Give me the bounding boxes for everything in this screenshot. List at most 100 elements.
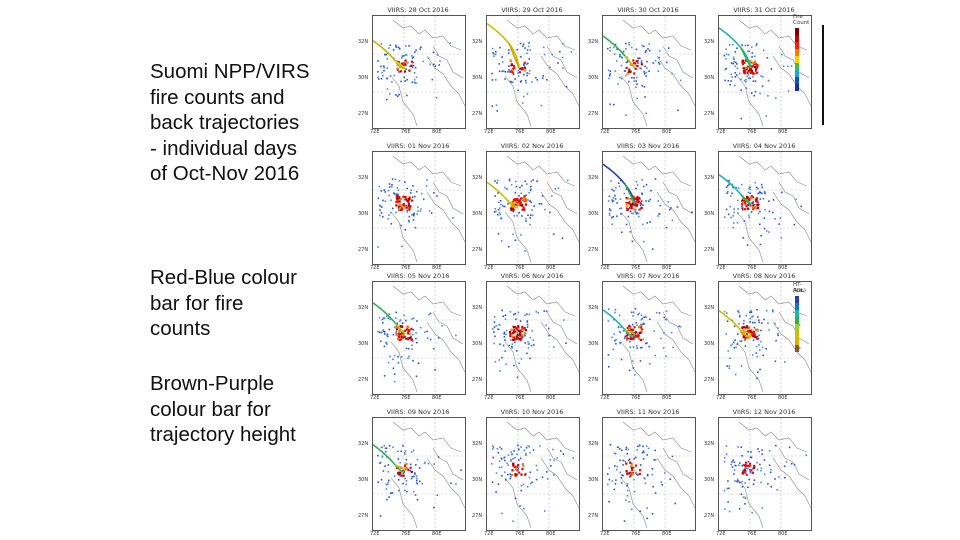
fire-point — [654, 459, 657, 461]
fire-point — [541, 195, 544, 197]
fire-point — [626, 483, 629, 485]
fire-point — [498, 211, 501, 214]
fire-point — [516, 331, 519, 334]
fire-hotspot — [396, 200, 399, 204]
fire-point — [667, 201, 669, 203]
panel-title: VIIRS: 02 Nov 2016 — [500, 142, 564, 150]
fire-point — [732, 215, 734, 217]
fire-point — [378, 331, 381, 334]
fire-point — [388, 444, 391, 447]
fire-point — [441, 325, 443, 327]
fire-point — [607, 47, 609, 50]
fire-point — [634, 374, 636, 376]
fire-point — [786, 65, 789, 67]
fire-point — [524, 79, 527, 82]
fire-point — [510, 451, 512, 453]
fire-point — [643, 71, 645, 73]
fire-point — [392, 367, 395, 370]
fire-point — [649, 221, 651, 223]
fire-point — [733, 58, 735, 60]
x-tick-label: 80E — [778, 129, 788, 135]
fire-point — [381, 331, 383, 333]
fire-point — [635, 209, 637, 211]
fire-point — [536, 79, 539, 81]
border-outline — [546, 181, 578, 215]
fire-point — [529, 223, 531, 226]
fire-point — [742, 469, 745, 472]
fire-hotspot — [752, 204, 755, 207]
fire-point — [775, 444, 777, 447]
fire-point — [415, 337, 417, 340]
fire-point — [527, 45, 530, 48]
fire-point — [670, 207, 672, 209]
fire-point — [511, 343, 514, 345]
fire-point — [491, 463, 493, 465]
fire-point — [507, 203, 509, 205]
caption-line: Red-Blue colour — [150, 266, 297, 289]
fire-point — [741, 44, 743, 46]
fire-point — [628, 44, 631, 46]
fire-point — [620, 77, 623, 80]
fire-point — [524, 47, 526, 49]
fire-point — [761, 192, 763, 195]
fire-point — [755, 345, 758, 348]
fire-point — [413, 475, 415, 478]
fire-point — [401, 57, 403, 59]
fire-hotspot — [523, 195, 526, 198]
map-svg — [487, 16, 579, 128]
fire-point — [749, 186, 751, 189]
fire-point — [416, 213, 418, 215]
fire-point — [377, 330, 379, 333]
fire-point — [538, 203, 541, 205]
fire-point — [432, 51, 435, 54]
fire-point — [493, 55, 495, 57]
x-tick-label: 76E — [401, 129, 411, 135]
fire-point — [572, 457, 575, 459]
caption-line: bar for fire — [150, 291, 244, 315]
fire-point — [613, 452, 616, 454]
fire-hotspot — [756, 338, 759, 341]
fire-hotspot — [629, 335, 632, 338]
fire-point — [541, 77, 544, 79]
fire-point — [405, 45, 407, 47]
fire-point — [614, 70, 617, 72]
fire-point — [738, 464, 740, 466]
map-svg — [719, 16, 811, 128]
fire-point — [382, 199, 384, 202]
fire-hotspot — [509, 330, 512, 334]
fire-hotspot — [743, 338, 746, 342]
fire-point — [762, 198, 765, 200]
fire-point — [411, 196, 414, 198]
fire-hotspot — [634, 203, 637, 206]
y-tick-label: 30N — [588, 211, 599, 217]
fire-point — [518, 459, 520, 461]
fire-point — [420, 46, 422, 48]
fire-hotspot — [396, 198, 399, 201]
fire-point — [628, 68, 630, 70]
fire-point — [648, 43, 650, 45]
fire-hotspot — [636, 198, 639, 201]
x-tick-label: 76E — [401, 531, 411, 537]
fire-point — [625, 188, 628, 190]
fire-hotspot — [514, 473, 517, 476]
fire-point — [765, 115, 768, 117]
fire-point — [641, 85, 643, 87]
fire-point — [530, 180, 532, 183]
fire-point — [647, 48, 649, 50]
fire-point — [628, 369, 631, 372]
fire-point — [404, 463, 406, 466]
x-tick-label: 72E — [600, 265, 610, 271]
fire-point — [736, 221, 739, 224]
fire-point — [725, 445, 728, 447]
map-panel: VIIRS: 05 Nov 2016 32N 30N 27N 72E 76E 80E — [358, 272, 468, 402]
fire-point — [380, 212, 383, 214]
fire-point — [521, 215, 523, 217]
fire-point — [657, 200, 659, 202]
fire-point — [528, 445, 531, 448]
fire-hotspot — [634, 471, 637, 474]
fire-point — [398, 93, 400, 96]
fire-hotspot — [518, 71, 521, 74]
colorbar-swatch — [795, 84, 799, 91]
x-tick-label: 76E — [747, 129, 757, 135]
fire-hotspot — [632, 59, 635, 62]
